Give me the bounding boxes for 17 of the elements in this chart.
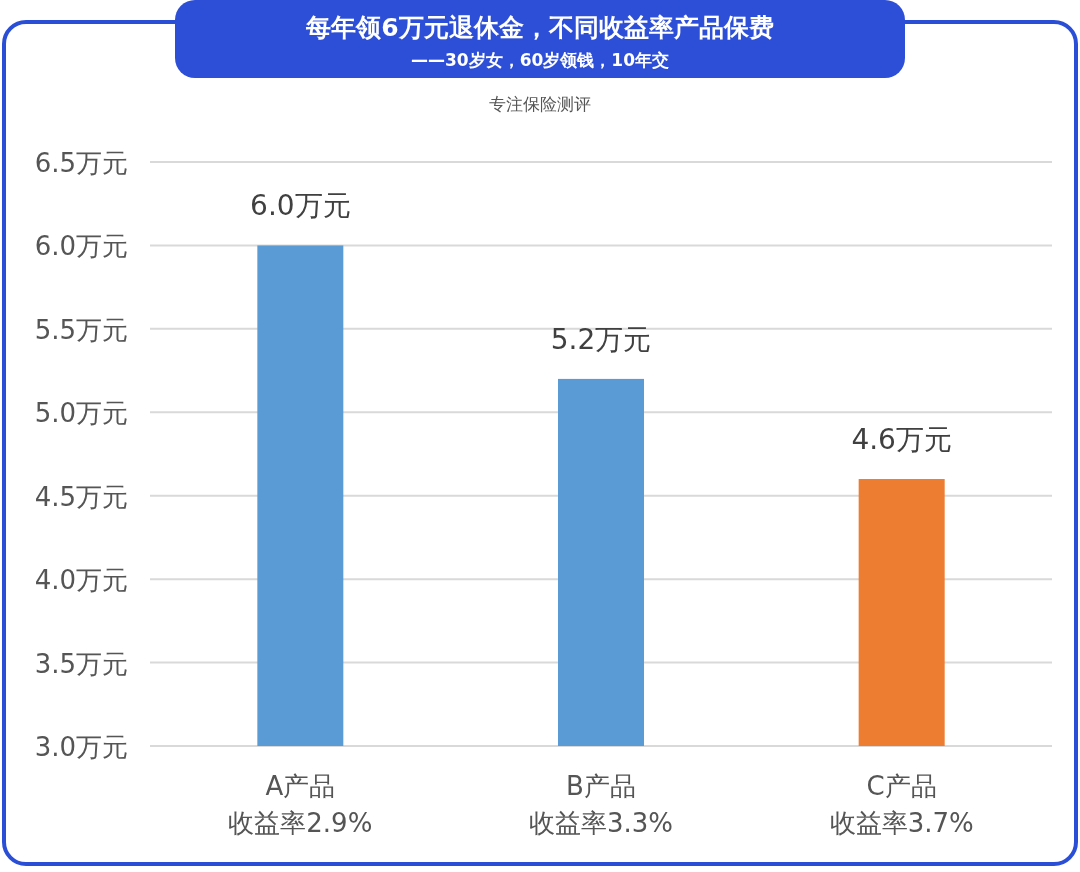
- x-tick-label: A产品收益率2.9%: [228, 771, 373, 838]
- x-tick-label: B产品收益率3.3%: [528, 771, 674, 838]
- y-tick-label: 3.5万元: [34, 648, 128, 679]
- y-tick-label: 4.0万元: [34, 565, 128, 596]
- x-tick-label: C产品收益率3.7%: [829, 771, 974, 838]
- y-tick-label: 6.5万元: [34, 148, 128, 178]
- y-tick-label: 5.5万元: [34, 314, 128, 345]
- y-tick-label: 5.0万元: [34, 398, 128, 429]
- chart-subtitle: ——30岁女，60岁领钱，10年交: [411, 50, 669, 70]
- y-tick-label: 4.5万元: [34, 481, 128, 512]
- chart-title: 每年领6万元退休金，不同收益率产品保费: [305, 13, 774, 42]
- data-label: 6.0万元: [250, 189, 351, 223]
- data-label: 4.6万元: [851, 423, 952, 457]
- data-label: 5.2万元: [550, 322, 652, 356]
- y-tick-label: 6.0万元: [34, 231, 128, 262]
- y-tick-label: 3.0万元: [34, 732, 128, 762]
- text: 专注保险测评: [489, 94, 591, 114]
